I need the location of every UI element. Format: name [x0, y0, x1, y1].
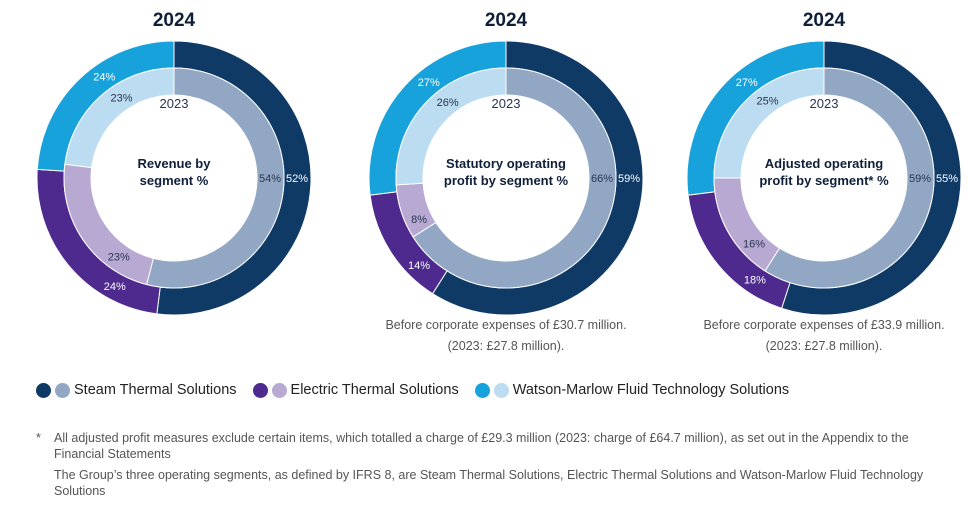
legend-item-electric: Electric Thermal Solutions: [252, 382, 459, 398]
arc-steam-2023: [412, 67, 617, 289]
label-steam-2024: 55%: [936, 173, 958, 185]
arc-watson-2023: [64, 67, 175, 169]
legend-label: Electric Thermal Solutions: [290, 382, 459, 398]
chart-note: Before corporate expenses of £30.7 milli…: [346, 315, 666, 357]
inner-year-label: 2023: [492, 96, 521, 111]
label-watson-2023: 23%: [111, 93, 133, 105]
note-line-1: Before corporate expenses of £33.9 milli…: [703, 318, 945, 332]
note-line-1: Before corporate expenses of £30.7 milli…: [385, 318, 627, 332]
center-label-line: Revenue by: [138, 156, 212, 171]
label-steam-2024: 52%: [286, 173, 308, 185]
label-steam-2024: 59%: [618, 173, 640, 185]
chart-title: 2024: [484, 10, 528, 31]
legend-label: Watson-Marlow Fluid Technology Solutions: [512, 382, 790, 398]
adjusted-profit-chart: 2024 55% 18% 27% 59% 16% 25% 2023 Adjusted oper…: [664, 0, 973, 360]
label-watson-2024: 27%: [736, 77, 758, 89]
label-electric-2023: 23%: [108, 252, 130, 264]
label-electric-2023: 16%: [743, 239, 765, 251]
legend-swatch-2023: [271, 382, 287, 398]
label-watson-2023: 25%: [757, 95, 779, 107]
revenue-chart: 2024 52% 24% 24% 54% 23% 23% 2023 Revenue by seg…: [14, 0, 334, 360]
legend-swatch-2024: [474, 382, 490, 398]
chart-title: 2024: [152, 10, 196, 31]
inner-year-label: 2023: [160, 96, 189, 111]
center-label-line: Statutory operating: [446, 156, 566, 171]
donut-svg: 55% 18% 27% 59% 16% 25% 2023 Adjusted operating…: [686, 40, 962, 316]
arc-watson-2023: [713, 67, 825, 179]
label-steam-2023: 54%: [259, 173, 281, 185]
label-electric-2024: 24%: [104, 281, 126, 293]
label-watson-2024: 27%: [418, 77, 440, 89]
chart-title: 2024: [802, 10, 846, 31]
label-electric-2024: 14%: [408, 260, 430, 272]
center-label-line: segment %: [140, 173, 209, 188]
footnote-segments: The Group’s three operating segments, as…: [36, 467, 956, 499]
legend-item-steam: Steam Thermal Solutions: [36, 382, 237, 398]
footnote-text: All adjusted profit measures exclude cer…: [54, 431, 909, 461]
statutory-profit-chart: 2024 59% 14% 27% 66% 8% 26% 2023 Statutory oper…: [346, 0, 666, 360]
legend-swatch-2023: [493, 382, 509, 398]
legend-item-watson: Watson-Marlow Fluid Technology Solutions: [474, 382, 790, 398]
donut-svg: 52% 24% 24% 54% 23% 23% 2023 Revenue by segment …: [36, 40, 312, 316]
legend-swatch-2023: [55, 382, 70, 398]
legend-label: Steam Thermal Solutions: [74, 382, 237, 398]
label-steam-2023: 59%: [909, 173, 931, 185]
arc-watson-2023: [395, 67, 507, 186]
footnote-text: The Group’s three operating segments, as…: [54, 468, 924, 498]
footnotes: * All adjusted profit measures exclude c…: [36, 430, 956, 504]
center-label-line: Adjusted operating: [765, 156, 884, 171]
footnote-marker: *: [36, 431, 41, 445]
label-watson-2024: 24%: [93, 72, 115, 84]
arc-steam-2023: [146, 67, 285, 289]
donut-svg: 59% 14% 27% 66% 8% 26% 2023 Statutory operating…: [368, 40, 644, 316]
label-electric-2024: 18%: [744, 275, 766, 287]
note-line-2: (2023: £27.8 million).: [765, 339, 883, 353]
note-line-2: (2023: £27.8 million).: [447, 339, 565, 353]
arc-steam-2023: [764, 67, 935, 289]
center-label-line: profit by segment %: [444, 173, 569, 188]
inner-year-label: 2023: [810, 96, 839, 111]
label-watson-2023: 26%: [437, 97, 459, 109]
label-steam-2023: 66%: [591, 173, 613, 185]
label-electric-2023: 8%: [411, 214, 427, 226]
legend: Steam Thermal Solutions Electric Thermal…: [36, 382, 805, 398]
footnote-adjusted: * All adjusted profit measures exclude c…: [36, 430, 956, 462]
legend-swatch-2024: [36, 382, 51, 398]
legend-swatch-2024: [252, 382, 268, 398]
chart-note: Before corporate expenses of £33.9 milli…: [664, 315, 973, 357]
center-label-line: profit by segment* %: [759, 173, 889, 188]
